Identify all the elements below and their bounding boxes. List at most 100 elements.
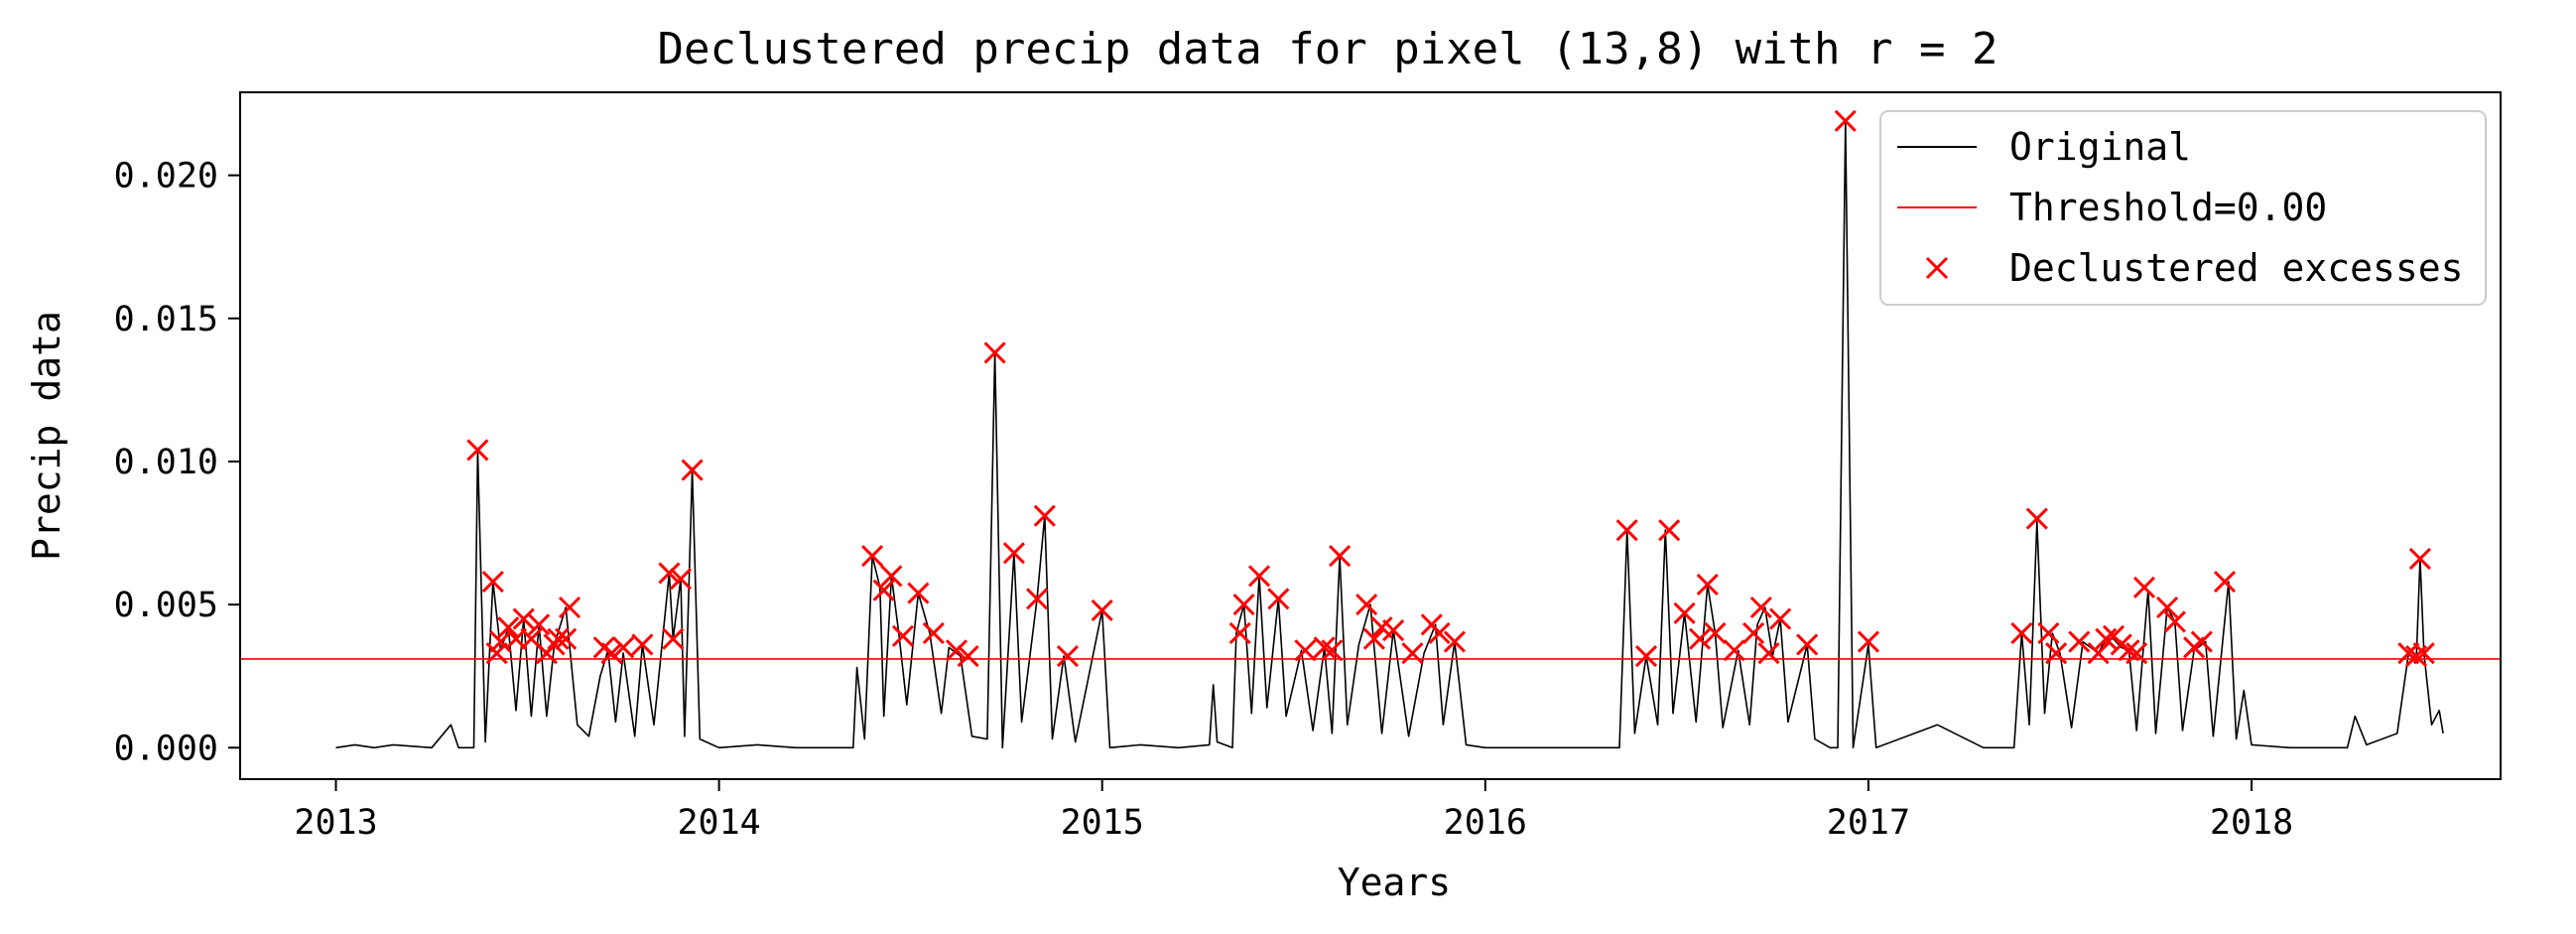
- y-tick-label: 0.005: [114, 586, 218, 625]
- excess-marker: [1002, 542, 1025, 565]
- x-tick-label: 2013: [294, 803, 377, 843]
- y-tick-label: 0.015: [114, 300, 218, 339]
- legend-item-excesses: Declustered excesses: [1925, 246, 2464, 290]
- legend-box: [1879, 110, 2487, 306]
- excess-marker: [612, 636, 635, 659]
- excess-marker: [957, 644, 979, 668]
- excess-marker: [2118, 639, 2140, 662]
- legend-label: Original: [2009, 125, 2191, 169]
- x-tick-label: 2015: [1061, 803, 1144, 843]
- excess-marker: [1091, 599, 1113, 621]
- excess-marker: [1634, 644, 1658, 668]
- x-axis-label: Years: [1338, 861, 1451, 904]
- excess-marker: [600, 642, 623, 665]
- legend-marker: [1925, 256, 1949, 280]
- excess-marker: [2156, 596, 2179, 619]
- excess-marker: [1294, 639, 1317, 662]
- excess-marker: [1329, 545, 1352, 568]
- excess-marker: [1615, 519, 1638, 542]
- excess-marker: [681, 459, 704, 481]
- excess-marker: [1362, 627, 1385, 650]
- x-tick-label: 2017: [1827, 803, 1910, 843]
- excess-marker: [2163, 610, 2186, 633]
- y-tick-label: 0.020: [114, 157, 218, 197]
- x-tick-label: 2018: [2210, 803, 2293, 843]
- data-layer: [240, 109, 2501, 749]
- excess-marker: [547, 627, 570, 650]
- excess-marker: [1857, 630, 1879, 653]
- excess-marker: [2068, 630, 2091, 653]
- excess-marker: [1749, 596, 1772, 619]
- legend-item-original: Original: [1897, 125, 2191, 169]
- excess-marker: [1228, 621, 1251, 645]
- excess-marker: [945, 639, 968, 662]
- excess-marker: [2412, 642, 2435, 665]
- excess-marker: [466, 439, 489, 462]
- excess-marker: [2132, 576, 2155, 599]
- excess-marker: [983, 341, 1006, 364]
- excess-marker: [1247, 565, 1271, 588]
- excess-marker: [631, 633, 654, 656]
- excess-marker: [1267, 588, 1290, 610]
- excess-marker: [2190, 630, 2213, 653]
- chart-title: Declustered precip data for pixel (13,8)…: [657, 24, 1997, 74]
- excess-marker: [1742, 621, 1765, 645]
- excess-marker: [2408, 547, 2431, 571]
- legend-label: Threshold=0.00: [2009, 186, 2327, 229]
- legend-label: Declustered excesses: [2009, 246, 2464, 290]
- y-tick-label: 0.010: [114, 443, 218, 482]
- excess-marker: [658, 562, 681, 585]
- y-tick-label: 0.000: [114, 729, 218, 768]
- plot-frame: [239, 91, 2502, 780]
- excess-marker: [922, 621, 945, 645]
- excess-marker: [2025, 507, 2048, 530]
- excess-marker: [2010, 621, 2033, 645]
- excess-marker: [662, 627, 685, 650]
- excess-marker: [2095, 627, 2118, 650]
- y-axis: 0.000 0.005 0.010 0.015 0.020: [114, 157, 240, 768]
- excess-marker: [2404, 644, 2428, 668]
- excess-marker: [1769, 607, 1792, 630]
- x-axis: 2013 2014 2015 2016 2017 2018: [294, 779, 2293, 843]
- legend: Original Threshold=0.00 Declustered excess…: [1879, 110, 2487, 306]
- excess-marker: [861, 545, 884, 568]
- excess-marker: [1232, 594, 1255, 616]
- excess-marker: [1658, 519, 1681, 542]
- excess-marker: [528, 613, 551, 636]
- legend-item-threshold: Threshold=0.00: [1897, 186, 2327, 229]
- excess-marker: [1026, 588, 1049, 610]
- x-tick-label: 2014: [677, 803, 760, 843]
- excess-marker: [1834, 109, 1857, 132]
- excess-marker: [558, 596, 581, 619]
- excess-marker: [1033, 504, 1056, 527]
- excess-marker: [1796, 633, 1819, 656]
- excess-marker: [872, 579, 895, 601]
- excess-marker: [669, 568, 693, 591]
- excess-marker: [1428, 621, 1451, 645]
- excess-marker: [1688, 627, 1712, 650]
- excess-marker: [2125, 642, 2148, 665]
- excess-marker: [2045, 642, 2068, 665]
- plot-area: [239, 91, 2502, 780]
- excess-marker: [1355, 594, 1378, 616]
- excess-marker: [1401, 642, 1424, 665]
- excess-marker: [1443, 630, 1467, 653]
- excess-marker: [2037, 621, 2060, 645]
- excess-marker: [907, 582, 930, 604]
- x-tick-label: 2016: [1444, 803, 1527, 843]
- excess-marker: [1696, 573, 1719, 596]
- y-axis-label: Precip data: [25, 311, 68, 561]
- excess-marker: [1056, 644, 1080, 668]
- excess-marker: [1723, 639, 1745, 662]
- excess-marker: [891, 624, 915, 647]
- excess-marker: [1313, 636, 1336, 659]
- excess-marker: [1382, 619, 1405, 642]
- excess-marker: [555, 627, 578, 650]
- excess-marker: [1704, 621, 1727, 645]
- excess-marker: [512, 607, 535, 630]
- excess-marker: [1673, 601, 1696, 624]
- excess-marker: [1321, 639, 1344, 662]
- excess-marker: [1757, 642, 1780, 665]
- excess-marker: [481, 570, 504, 594]
